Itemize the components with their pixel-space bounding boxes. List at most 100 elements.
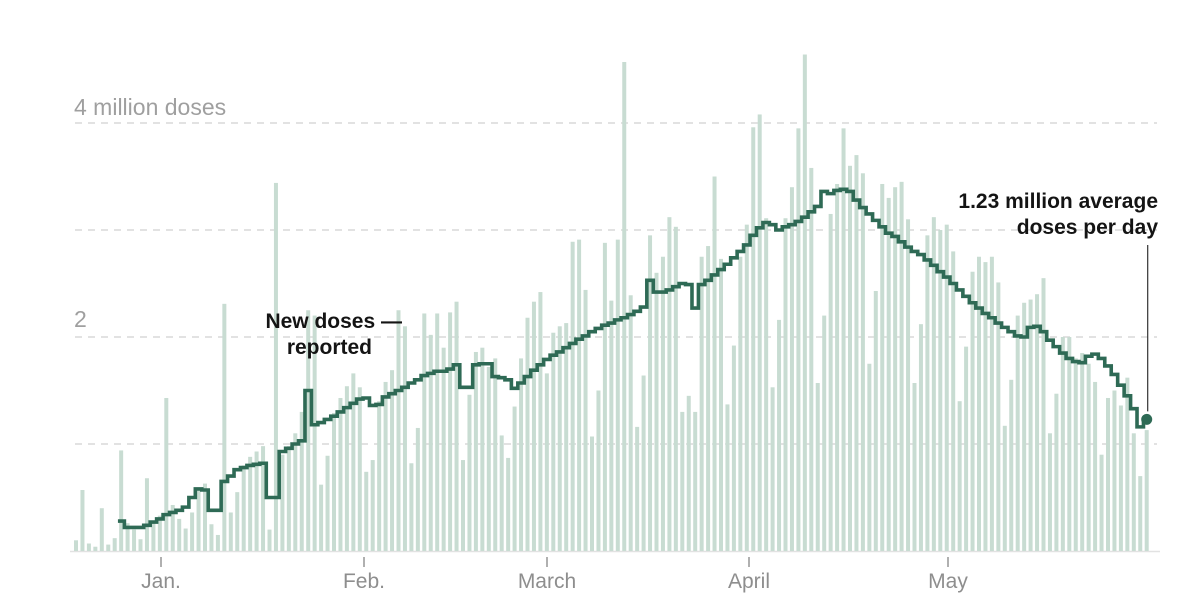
daily-dose-bar: [822, 315, 827, 551]
daily-dose-bar: [364, 471, 369, 551]
daily-dose-bar: [344, 386, 349, 551]
daily-dose-bar: [719, 258, 723, 551]
daily-dose-bar: [1118, 405, 1123, 551]
daily-dose-bar: [751, 127, 756, 551]
daily-dose-bar: [248, 456, 253, 551]
daily-dose-bar: [899, 181, 904, 551]
daily-dose-bar: [1002, 425, 1007, 551]
daily-dose-bar: [402, 326, 407, 551]
annotation-average-line2: doses per day: [1016, 216, 1158, 239]
daily-dose-bar: [996, 282, 1001, 551]
daily-dose-bar: [970, 271, 975, 551]
daily-dose-bar: [1080, 353, 1085, 551]
x-axis-label-march: March: [517, 570, 577, 593]
daily-dose-bar: [390, 370, 395, 551]
daily-dose-bar: [802, 54, 807, 552]
daily-dose-bar: [570, 241, 575, 551]
daily-dose-bar: [667, 217, 672, 551]
daily-dose-bar: [583, 289, 588, 551]
daily-dose-bar: [280, 454, 285, 551]
daily-dose-bar: [512, 406, 517, 551]
daily-dose-bar: [557, 326, 562, 551]
daily-dose-bar: [725, 404, 730, 551]
daily-dose-bar: [235, 492, 240, 551]
daily-dose-bar: [377, 401, 382, 551]
daily-dose-bar: [209, 524, 214, 551]
daily-dose-bar: [338, 397, 343, 551]
daily-dose-bar: [1144, 430, 1149, 551]
daily-dose-bar: [86, 543, 91, 551]
daily-dose-bar: [660, 256, 665, 551]
daily-dose-bar: [1125, 377, 1130, 551]
daily-dose-bar: [215, 534, 220, 551]
daily-dose-bar: [467, 394, 472, 551]
daily-dose-bar: [357, 387, 362, 551]
daily-dose-bar: [1067, 337, 1072, 551]
daily-dose-bar: [480, 347, 485, 551]
x-axis-label-may: May: [928, 570, 968, 593]
daily-dose-bar: [1047, 433, 1052, 551]
daily-dose-bar: [783, 218, 788, 552]
daily-dose-bar: [428, 334, 433, 551]
daily-dose-bar: [699, 256, 704, 551]
daily-dose-bar: [261, 446, 266, 551]
daily-dose-bar: [222, 303, 227, 551]
annotation-average-line1: 1.23 million average: [958, 190, 1158, 213]
daily-dose-bar: [938, 230, 943, 551]
y-axis-label-4-million: 4 million doses: [74, 94, 227, 120]
daily-dose-bar: [177, 518, 182, 551]
daily-dose-bar: [286, 446, 291, 551]
daily-dose-bar: [499, 435, 504, 551]
daily-dose-bar: [312, 315, 317, 551]
daily-dose-bar: [1138, 476, 1143, 551]
daily-dose-bar: [686, 395, 691, 551]
daily-dose-bar: [848, 165, 852, 552]
daily-dose-bar: [951, 251, 956, 551]
daily-dose-bar: [648, 235, 653, 551]
daily-dose-bar: [886, 197, 891, 551]
daily-dose-bar: [680, 411, 685, 551]
daily-dose-bar: [1015, 315, 1020, 551]
annotation-new-doses-line2: reported: [286, 336, 372, 359]
daily-dose-bar: [731, 345, 736, 551]
seven-day-average-line: [117, 187, 1150, 530]
daily-dose-bar: [964, 346, 969, 551]
daily-dose-bar: [1054, 393, 1059, 551]
daily-dose-bar: [854, 155, 859, 551]
daily-dose-bar: [828, 213, 833, 551]
annotation-new-doses-line1: New doses —: [265, 310, 402, 333]
daily-dose-bar: [957, 401, 962, 551]
daily-dose-bar: [144, 478, 149, 551]
daily-dose-bar: [673, 226, 678, 552]
daily-dose-bar: [841, 128, 846, 551]
daily-dose-bar: [164, 397, 169, 551]
daily-dose-bar: [989, 256, 994, 551]
daily-dose-bar: [441, 347, 446, 551]
x-axis-label-feb: Feb.: [342, 570, 386, 593]
daily-dose-bar: [519, 358, 524, 551]
daily-dose-bar: [80, 490, 85, 551]
daily-dose-bar: [1022, 302, 1027, 551]
daily-dose-bar: [486, 366, 491, 551]
daily-dose-bar: [906, 219, 911, 552]
daily-dose-bar: [151, 521, 156, 551]
daily-dose-bar: [493, 358, 498, 551]
daily-dose-bar: [880, 183, 885, 552]
daily-dose-bar: [1099, 454, 1104, 551]
daily-dose-bar: [267, 529, 272, 551]
daily-dose-bar: [596, 390, 601, 551]
daily-dose-bar: [983, 262, 988, 551]
daily-dose-bar: [241, 465, 246, 551]
daily-dose-bar: [764, 218, 769, 552]
daily-dose-bar: [706, 246, 711, 552]
daily-dose-bar: [157, 515, 162, 551]
daily-dose-bar: [770, 387, 775, 551]
daily-dose-bar: [319, 484, 324, 551]
daily-dose-bar: [977, 256, 981, 551]
x-axis-label-april: April: [727, 570, 770, 593]
daily-dose-bar: [738, 256, 743, 551]
daily-dose-bar: [1131, 433, 1136, 551]
daily-dose-bar: [641, 375, 646, 551]
daily-dose-bar: [654, 272, 659, 551]
